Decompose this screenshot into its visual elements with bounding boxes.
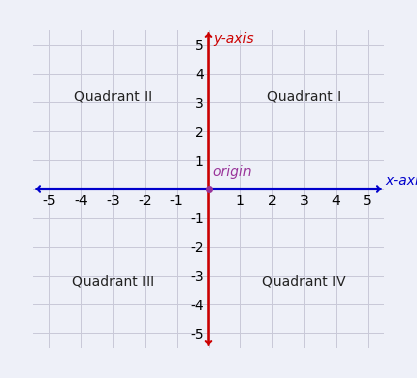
Text: y-axis: y-axis bbox=[213, 32, 254, 46]
Text: Quadrant IV: Quadrant IV bbox=[262, 274, 346, 288]
Text: Quadrant III: Quadrant III bbox=[72, 274, 154, 288]
Text: x-axis: x-axis bbox=[385, 174, 417, 187]
Text: Quadrant I: Quadrant I bbox=[267, 90, 341, 104]
Text: origin: origin bbox=[212, 165, 252, 179]
Text: Quadrant II: Quadrant II bbox=[74, 90, 152, 104]
